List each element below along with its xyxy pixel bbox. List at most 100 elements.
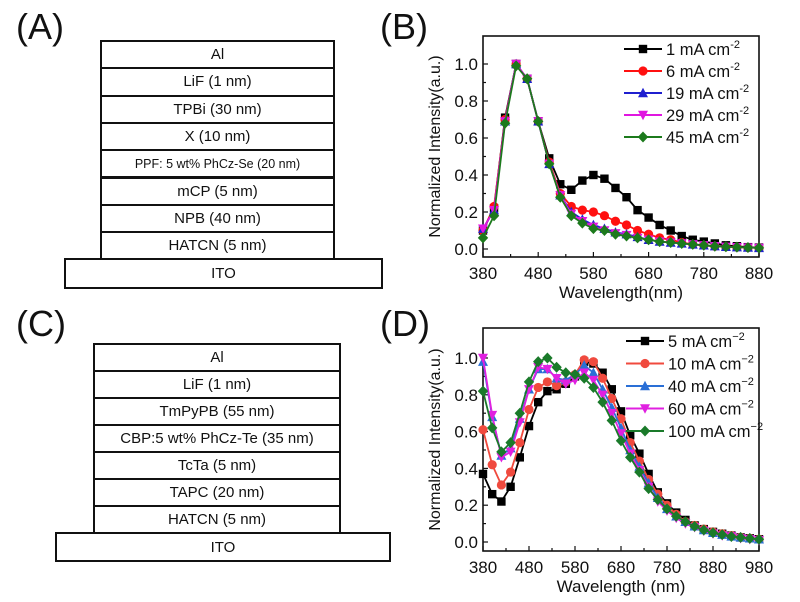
x-tick-label: 780 bbox=[690, 264, 718, 283]
data-point bbox=[578, 176, 587, 185]
data-point bbox=[621, 230, 632, 242]
data-point bbox=[672, 508, 681, 517]
data-point bbox=[680, 516, 691, 528]
data-point bbox=[542, 363, 553, 374]
data-point bbox=[478, 469, 488, 479]
data-point bbox=[560, 374, 571, 385]
legend-item: 40 mA cm−2 bbox=[626, 376, 754, 396]
data-point bbox=[699, 240, 709, 250]
layer-tapc: TAPC (20 nm) bbox=[93, 478, 341, 507]
data-point bbox=[589, 359, 598, 368]
data-point bbox=[478, 425, 488, 435]
panel-label-a: (A) bbox=[16, 6, 64, 47]
layer-cbp5: CBP:5 wt% PhCz-Te (35 nm) bbox=[93, 424, 341, 453]
data-point bbox=[699, 524, 708, 534]
data-point bbox=[542, 352, 553, 364]
data-point bbox=[676, 237, 687, 249]
legend-marker bbox=[640, 336, 650, 346]
data-point bbox=[478, 224, 488, 234]
data-point bbox=[676, 239, 687, 249]
data-point bbox=[555, 190, 566, 200]
data-point bbox=[551, 373, 562, 383]
data-point bbox=[625, 451, 636, 463]
data-point bbox=[478, 226, 488, 235]
data-point bbox=[560, 379, 571, 389]
data-point bbox=[510, 60, 522, 72]
series-10-ma-cm bbox=[478, 355, 764, 544]
data-point bbox=[710, 241, 720, 251]
data-point bbox=[522, 74, 532, 83]
data-point bbox=[600, 174, 609, 183]
data-point bbox=[489, 205, 500, 216]
data-point bbox=[511, 59, 522, 70]
layer-al: Al bbox=[100, 40, 335, 70]
data-point bbox=[689, 523, 700, 533]
y-tick-label: 0.6 bbox=[454, 423, 478, 442]
data-point bbox=[731, 241, 742, 252]
data-point bbox=[533, 356, 544, 368]
data-point bbox=[690, 521, 699, 530]
data-point bbox=[644, 213, 653, 222]
legend-label: 10 mA cm−2 bbox=[668, 354, 754, 374]
data-point bbox=[688, 235, 697, 244]
legend-item: 60 mA cm−2 bbox=[626, 399, 754, 419]
data-point bbox=[698, 241, 709, 251]
data-point bbox=[500, 117, 511, 127]
layer-npb: NPB (40 nm) bbox=[100, 203, 335, 234]
layer-al: Al bbox=[93, 343, 341, 372]
data-point bbox=[736, 532, 746, 543]
data-point bbox=[634, 466, 645, 476]
data-point bbox=[677, 231, 686, 241]
data-point bbox=[533, 116, 544, 126]
legend-item: 1 mA cm-2 bbox=[624, 39, 740, 59]
layer-substrate-ito: ITO bbox=[55, 532, 391, 562]
data-point bbox=[505, 447, 516, 458]
series-40-ma-cm bbox=[478, 356, 764, 544]
legend-marker bbox=[640, 380, 650, 391]
x-tick-label: 380 bbox=[469, 264, 497, 283]
data-point bbox=[654, 237, 665, 247]
data-point bbox=[698, 240, 709, 250]
data-point bbox=[588, 375, 599, 386]
data-point bbox=[599, 211, 610, 221]
data-point bbox=[505, 442, 516, 453]
data-point bbox=[644, 469, 653, 479]
data-point bbox=[643, 234, 654, 246]
data-point bbox=[500, 116, 511, 126]
data-point bbox=[606, 402, 617, 412]
data-point bbox=[579, 372, 590, 384]
x-tick-label: 780 bbox=[653, 558, 681, 577]
data-point bbox=[524, 384, 534, 394]
data-point bbox=[515, 438, 525, 448]
data-point bbox=[499, 117, 511, 129]
data-point bbox=[522, 73, 533, 83]
data-point bbox=[671, 513, 682, 524]
series-19-ma-cm bbox=[478, 58, 764, 253]
data-point bbox=[606, 409, 617, 419]
data-point bbox=[735, 534, 746, 544]
legend-marker bbox=[637, 131, 649, 143]
series-line bbox=[482, 358, 760, 541]
x-tick-label: 380 bbox=[469, 558, 497, 577]
series-5-ma-cm bbox=[478, 357, 764, 544]
data-point bbox=[522, 74, 533, 84]
data-point bbox=[544, 157, 554, 167]
data-point bbox=[721, 242, 731, 252]
data-point bbox=[726, 530, 737, 542]
y-tick-label: 0.0 bbox=[454, 533, 478, 552]
data-point bbox=[654, 236, 665, 246]
data-point bbox=[654, 236, 665, 248]
data-point bbox=[514, 407, 525, 419]
data-point bbox=[652, 494, 663, 506]
y-tick-label: 0.0 bbox=[454, 240, 478, 259]
legend-marker bbox=[639, 425, 651, 437]
data-point bbox=[570, 375, 580, 386]
data-point bbox=[534, 117, 543, 126]
y-tick-label: 0.8 bbox=[454, 92, 478, 111]
data-point bbox=[533, 115, 544, 127]
data-point bbox=[588, 367, 599, 377]
data-point bbox=[561, 377, 571, 387]
legend-marker bbox=[638, 87, 648, 98]
data-point bbox=[544, 159, 555, 170]
legend-marker bbox=[640, 404, 650, 414]
